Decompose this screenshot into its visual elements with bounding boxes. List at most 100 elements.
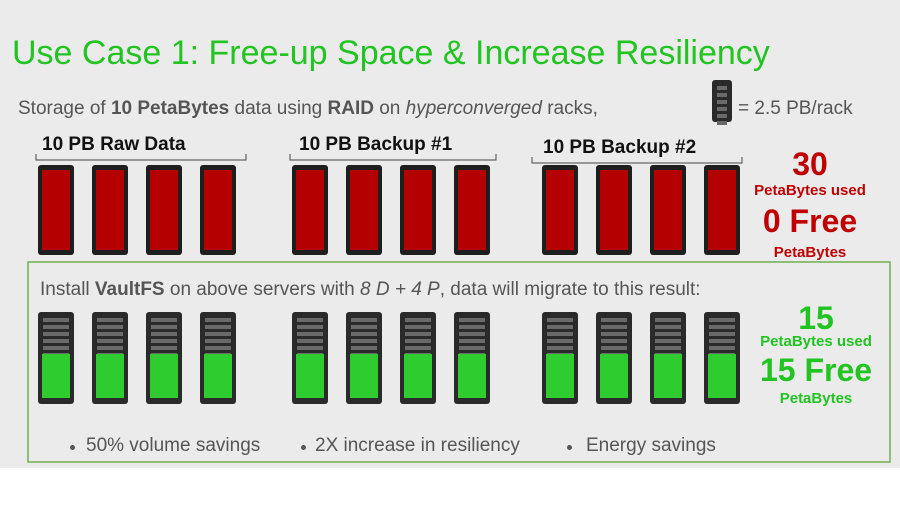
rack-used [296,354,324,398]
server-slot [655,325,681,329]
server-slot [717,107,727,111]
text: Storage of [18,98,111,119]
rack-used [458,170,486,250]
server-slot [459,332,485,336]
server-slot [351,318,377,322]
server-slot [97,332,123,336]
server-slot [709,346,735,350]
bullet [567,445,572,450]
text: 8 D + 4 P [359,279,440,300]
used-value: 30 [792,146,828,182]
server-slot [151,339,177,343]
server-slot [601,325,627,329]
server-slot [151,318,177,322]
server-slot [717,100,727,104]
text: 10 PetaBytes [110,98,230,119]
text: racks, [541,98,598,119]
text: , data will migrate to this result: [439,279,701,300]
server-slot [405,332,431,336]
server-slot [43,325,69,329]
free-value: 15 Free [759,352,873,388]
benefit: 50% volume savings [86,435,261,456]
server-slot [351,346,377,350]
text: data using [229,98,328,119]
server-slot [717,93,727,97]
rack-used [546,354,574,398]
server-slot [547,318,573,322]
server-slot [547,332,573,336]
text: RAID [327,98,374,119]
rack-used [350,170,378,250]
server-slot [709,339,735,343]
server-slot [97,325,123,329]
benefit: Energy savings [586,435,716,456]
rack-used [708,354,736,398]
server-slot [709,332,735,336]
server-slot [205,325,231,329]
server-slot [601,346,627,350]
used-value: 15 [798,300,834,336]
server-slot [601,339,627,343]
server-slot [97,339,123,343]
rack-used [96,354,124,398]
server-slot [547,339,573,343]
server-slot [709,325,735,329]
text: Install [40,279,95,300]
server-slot [709,318,735,322]
server-slot [717,121,727,125]
rack-used [42,170,70,250]
server-slot [459,339,485,343]
server-slot [547,346,573,350]
server-slot [297,339,323,343]
server-slot [717,114,727,118]
rack-used [42,354,70,398]
rack-used [654,354,682,398]
rack-used [708,170,736,250]
server-slot [717,86,727,90]
install-text: Install VaultFS on above servers with 8 … [40,279,701,301]
server-slot [351,339,377,343]
server-slot [205,332,231,336]
bracket [35,154,247,161]
text: VaultFS [94,279,165,300]
rack-used [96,170,124,250]
server-slot [43,346,69,350]
subtitle: Storage of 10 PetaBytes data using RAID … [18,98,598,120]
server-slot [97,346,123,350]
server-slot [655,339,681,343]
server-slot [297,318,323,322]
server-slot [151,325,177,329]
group-label: 10 PB Raw Data [42,134,186,155]
used-label: PetaBytes used [760,333,872,350]
server-slot [459,325,485,329]
server-slot [405,318,431,322]
server-slot [405,346,431,350]
rack-used [204,354,232,398]
server-slot [601,332,627,336]
server-slot [151,332,177,336]
server-slot [655,332,681,336]
rack-used [404,354,432,398]
server-slot [351,332,377,336]
rack-used [600,354,628,398]
server-slot [405,325,431,329]
title: Use Case 1: Free-up Space & Increase Res… [12,34,770,72]
text: hyperconverged [405,98,542,119]
rack-used [150,170,178,250]
rack-note: = 2.5 PB/rack [738,98,853,119]
free-label: PetaBytes [779,390,853,407]
server-slot [601,318,627,322]
rack-used [546,170,574,250]
rack-used [404,170,432,250]
group-label: 10 PB Backup #2 [543,137,697,158]
server-slot [459,346,485,350]
text: on [373,98,406,119]
rack-used [150,354,178,398]
server-slot [297,325,323,329]
rack-used [458,354,486,398]
rack-used [350,354,378,398]
server-slot [205,339,231,343]
bracket [289,154,497,161]
bracket [531,157,743,164]
